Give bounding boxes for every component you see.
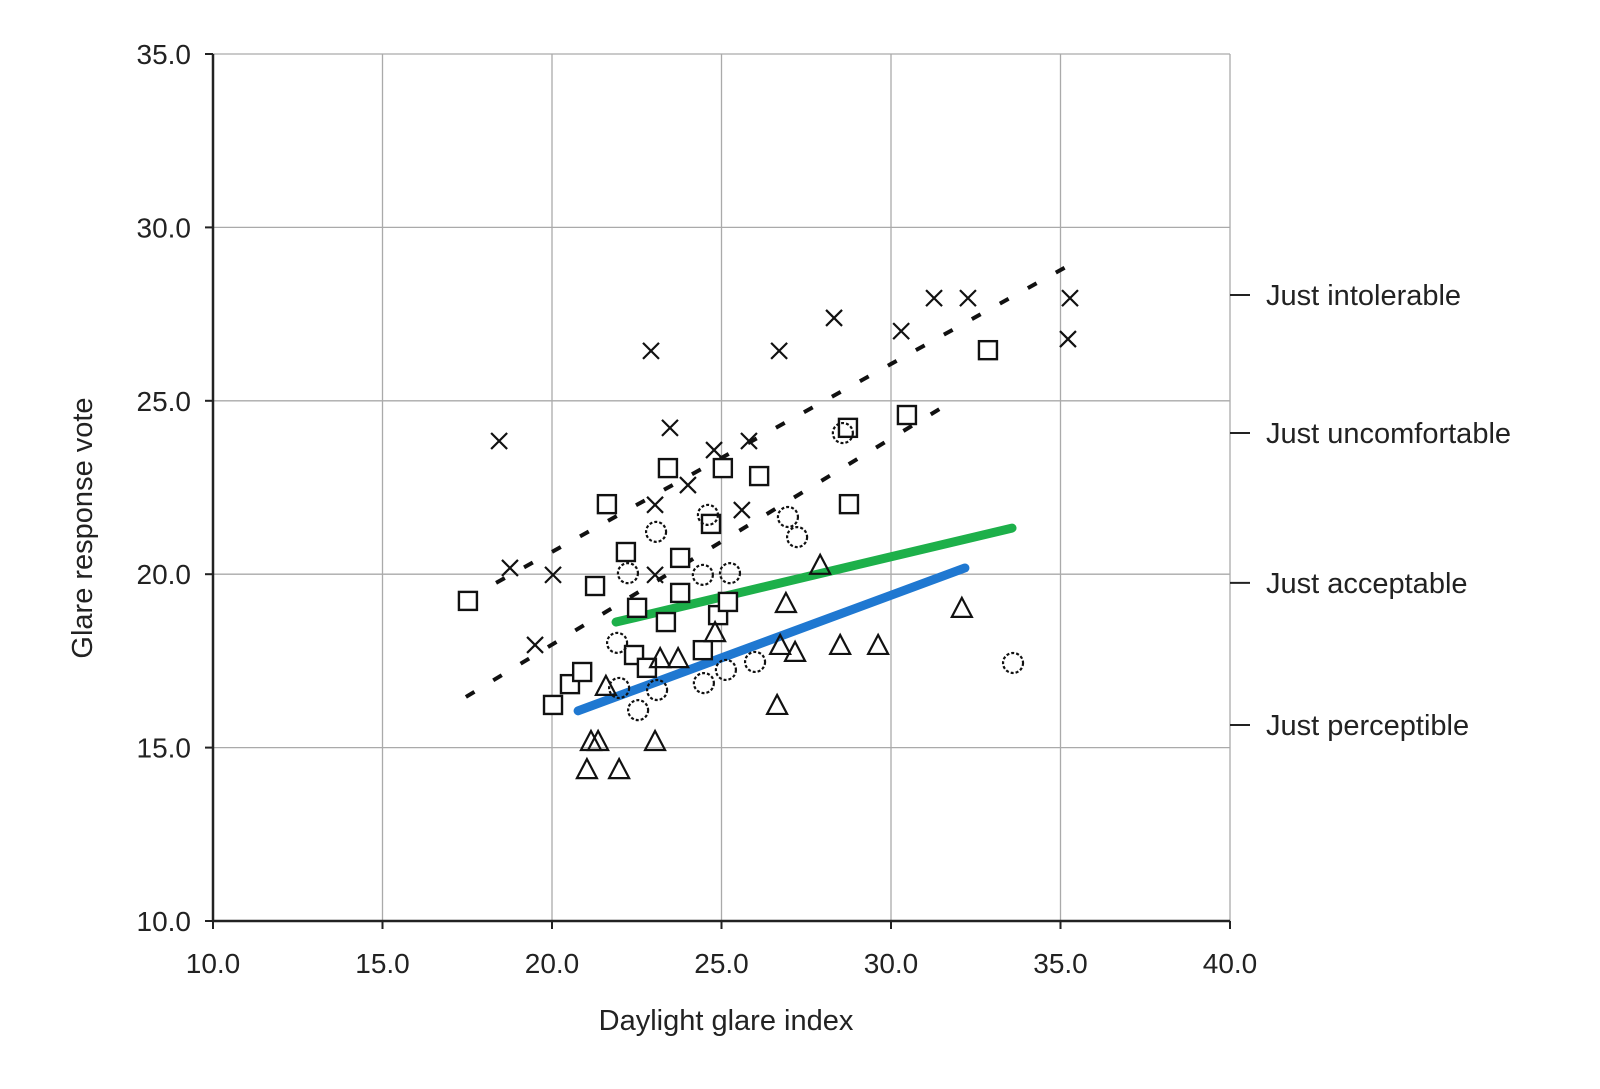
circle-point (776, 505, 800, 529)
triangle-point (575, 756, 599, 780)
square-point (712, 457, 734, 479)
circle-point (616, 562, 640, 585)
level-label: Just acceptable (1266, 568, 1468, 600)
trend-blue-line (573, 563, 970, 716)
cross-point (646, 496, 664, 514)
triangle-point (666, 645, 690, 669)
circle-point (696, 503, 720, 526)
square-point (542, 694, 564, 716)
x-tick-label: 40.0 (1203, 948, 1258, 979)
circle-point (785, 525, 809, 549)
cross-point (705, 441, 723, 459)
x-tick-label: 30.0 (864, 948, 919, 979)
square-point (596, 493, 618, 515)
level-label: Just intolerable (1266, 280, 1461, 312)
square-point (717, 591, 739, 613)
cross-point (825, 309, 843, 327)
square-point (838, 493, 860, 515)
square-point (571, 661, 593, 683)
triangle-point (586, 728, 610, 752)
trend-upper-dotted-line (495, 264, 1069, 585)
y-tick-label: 35.0 (137, 39, 192, 70)
circle-point (608, 676, 631, 700)
triangle-point (950, 595, 974, 618)
square-point (692, 639, 714, 661)
cross-point (770, 342, 788, 360)
circle-point (714, 658, 738, 682)
grid (212, 53, 1231, 922)
y-axis-title: Glare response vote (67, 397, 99, 658)
square-point (615, 541, 637, 563)
y-tick-label: 25.0 (137, 386, 192, 417)
square-point (657, 457, 679, 479)
x-tick-label: 25.0 (694, 948, 749, 979)
cross-point (925, 289, 943, 307)
triangle-point (594, 673, 618, 696)
circle-point (831, 421, 854, 445)
triangle-point (774, 590, 798, 614)
x-tick-label: 20.0 (525, 948, 580, 979)
circle-point (644, 520, 668, 543)
circle-point (691, 563, 714, 586)
square-point (655, 611, 677, 633)
circle-point (1001, 651, 1025, 675)
triangle-point (783, 639, 807, 662)
data-points (457, 289, 1079, 780)
triangle-point (643, 728, 667, 752)
triangle-point (703, 619, 727, 643)
y-tick-label: 30.0 (137, 212, 192, 243)
triangle-point (768, 632, 792, 656)
square-point (977, 339, 999, 361)
cross-point (646, 566, 664, 584)
cross-point (892, 322, 910, 340)
cross-point (740, 432, 758, 450)
triangle-point (828, 632, 852, 656)
cross-point (733, 501, 751, 519)
circle-point (692, 671, 715, 695)
square-point (584, 575, 606, 597)
x-tick-label: 10.0 (186, 948, 241, 979)
circle-point (743, 650, 767, 674)
axes: 10.0 15.0 20.0 25.0 30.0 35.0 40.0 10.0 15.0 20.0… (137, 39, 1512, 979)
cross-point (526, 636, 544, 654)
cross-point (642, 342, 660, 360)
cross-point (1061, 289, 1079, 307)
square-point (626, 597, 648, 619)
y-tick-label: 20.0 (137, 559, 192, 590)
x-tick-label: 15.0 (355, 948, 410, 979)
x-axis-title: Daylight glare index (599, 1005, 854, 1037)
level-label: Just uncomfortable (1266, 418, 1511, 450)
y-tick-label: 10.0 (137, 906, 192, 937)
trend-green-line (611, 523, 1017, 627)
cross-point (661, 419, 679, 437)
triangle-point (866, 632, 890, 656)
cross-point (959, 289, 977, 307)
square-point (669, 547, 691, 569)
level-label: Just perceptible (1266, 710, 1469, 742)
x-tick-label: 35.0 (1033, 948, 1088, 979)
square-point (837, 417, 859, 439)
triangle-point (765, 692, 789, 716)
square-point (457, 590, 479, 612)
circle-point (627, 699, 650, 722)
square-point (896, 404, 918, 426)
cross-point (679, 476, 697, 494)
triangle-point (808, 552, 832, 575)
circle-point (645, 678, 669, 702)
square-point (669, 582, 691, 604)
cross-point (544, 566, 562, 584)
triangle-point (607, 756, 631, 780)
square-point (748, 465, 770, 487)
cross-point (1059, 330, 1077, 348)
triangle-point (648, 645, 672, 669)
cross-point (490, 432, 508, 450)
cross-point (501, 559, 519, 577)
trend-lines (464, 264, 1069, 716)
y-tick-label: 15.0 (137, 733, 192, 764)
circle-point (718, 562, 742, 585)
circle-point (605, 631, 629, 654)
